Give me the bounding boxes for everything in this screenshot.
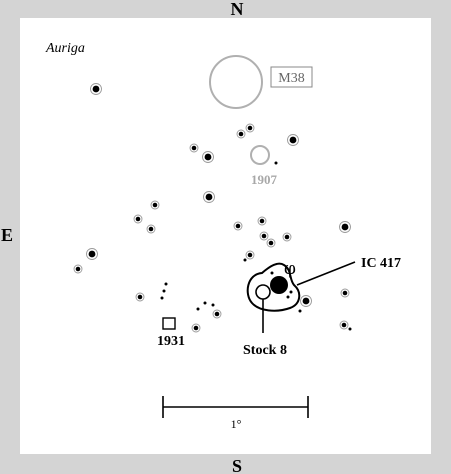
scale-label: 1° <box>231 417 242 431</box>
star-dot <box>196 307 200 311</box>
constellation-label: Auriga <box>45 41 85 56</box>
star-small <box>257 216 267 226</box>
m38-label: M38 <box>278 71 304 86</box>
ic417-leader-line <box>296 261 356 286</box>
ic417-label: IC 417 <box>361 256 401 271</box>
star-large <box>86 248 98 260</box>
star-small <box>212 309 222 319</box>
m38-label-box <box>270 66 313 88</box>
ic417-nebula-outline <box>246 262 301 312</box>
star-small <box>259 231 269 241</box>
stock8-label: Stock 8 <box>243 343 287 358</box>
star-dot <box>298 309 302 313</box>
ngc1907-label: 1907 <box>251 172 278 187</box>
ngc1931-nebula-square <box>162 317 176 330</box>
phi-label: φ <box>284 259 296 279</box>
star-small <box>339 320 349 330</box>
m38-cluster-circle <box>209 55 263 109</box>
ngc1931-label: 1931 <box>157 334 185 349</box>
star-small <box>146 224 156 234</box>
star-small <box>245 123 255 133</box>
star-large <box>300 295 312 307</box>
star-small <box>135 292 145 302</box>
phi-aurigae-star <box>270 276 288 294</box>
star-large <box>339 221 351 233</box>
scale-bar <box>162 396 309 418</box>
star-small <box>236 129 246 139</box>
star-dot <box>243 258 247 262</box>
star-large <box>287 134 299 146</box>
star-dot <box>286 295 290 299</box>
map-frame <box>20 18 431 454</box>
star-large <box>90 83 102 95</box>
star-small <box>233 221 243 231</box>
star-dot <box>211 303 215 307</box>
star-small <box>191 323 201 333</box>
star-dot <box>348 327 352 331</box>
star-small <box>189 143 199 153</box>
star-dot <box>274 161 278 165</box>
star-dot <box>164 282 168 286</box>
star-large <box>202 151 214 163</box>
star-small <box>266 238 276 248</box>
star-dot <box>289 290 293 294</box>
star-small <box>282 232 292 242</box>
star-small <box>133 214 143 224</box>
star-dot <box>203 301 207 305</box>
star-dot <box>160 296 164 300</box>
star-large <box>203 191 215 203</box>
star-dot <box>270 271 274 275</box>
star-small <box>73 264 83 274</box>
east-label: E <box>1 225 13 245</box>
ngc1907-cluster-circle <box>250 145 270 165</box>
south-label: S <box>232 456 242 474</box>
north-label: N <box>231 0 244 19</box>
star-field <box>73 83 352 333</box>
star-small <box>245 250 255 260</box>
star-small <box>150 200 160 210</box>
star-dot <box>162 289 166 293</box>
star-small <box>340 288 350 298</box>
